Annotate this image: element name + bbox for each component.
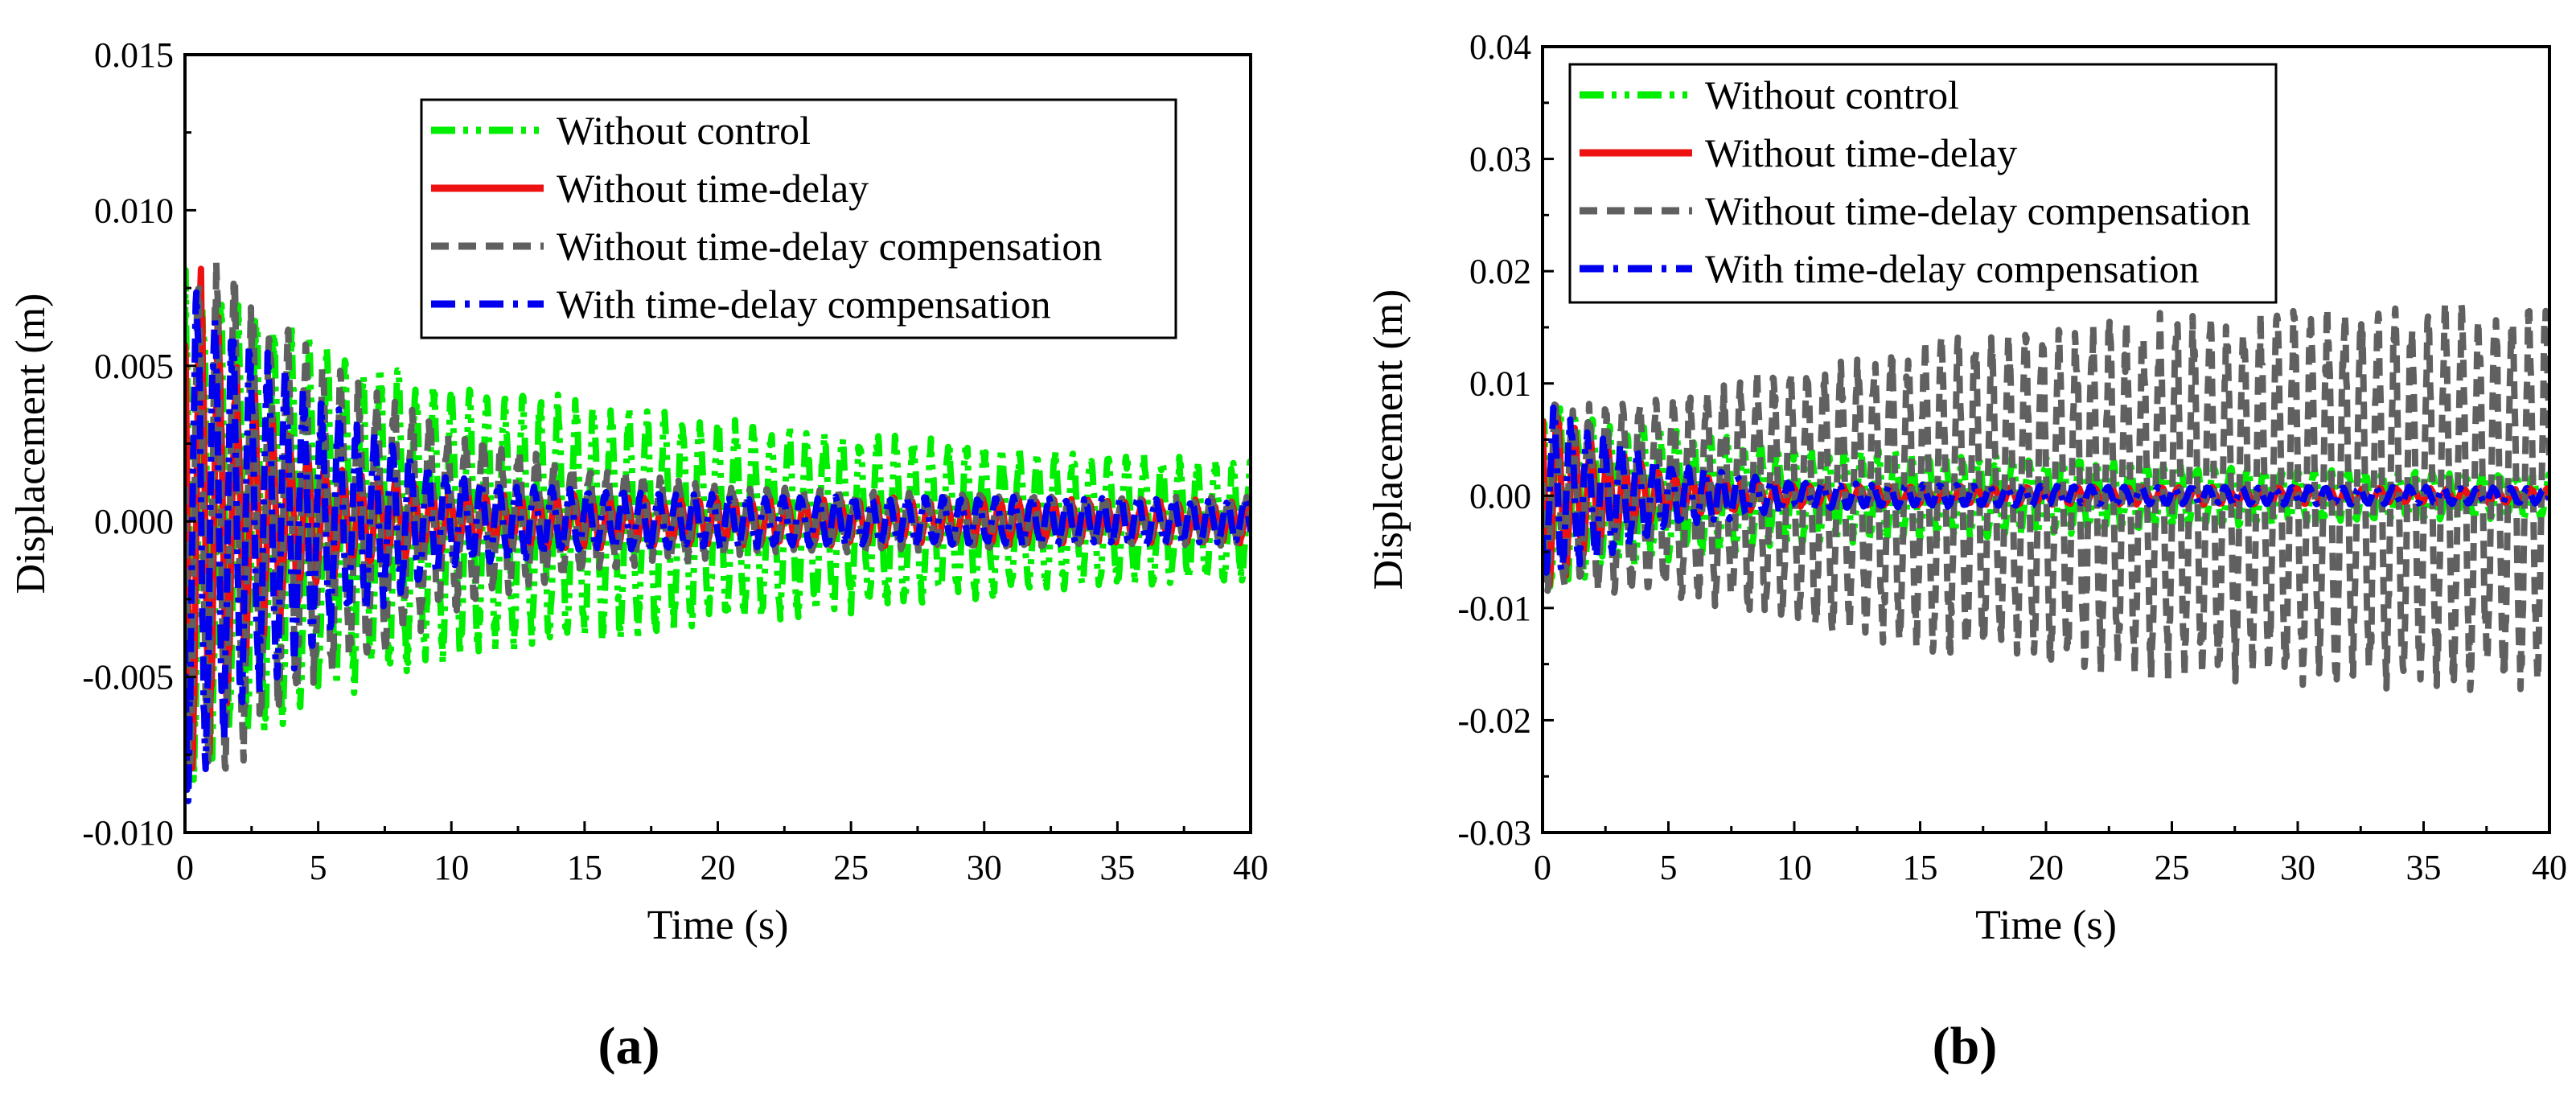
y-tick-label: 0.01 — [1469, 364, 1531, 404]
series-line — [185, 289, 1251, 804]
chart-panel-b: 0 5 10 15 20 25 30 35 40 -0.03 -0.02 -0.01 0.00 0.01 0… — [1366, 27, 2567, 948]
x-tick-label: 15 — [567, 848, 602, 887]
legend-label: With time-delay compensation — [1705, 246, 2199, 291]
y-tick-label: 0.015 — [94, 35, 174, 75]
legend-label: Without time-delay compensation — [1705, 188, 2250, 233]
legend: Without control Without time-delay Without… — [420, 98, 1177, 339]
y-tick-label: 0.010 — [94, 191, 174, 230]
y-tick-label: 0.005 — [94, 347, 174, 386]
legend-box — [1568, 63, 2278, 304]
legend-label: Without time-delay — [1705, 130, 2017, 175]
x-tick-label: 0 — [176, 848, 194, 887]
y-tick-label: 0.02 — [1469, 252, 1531, 291]
x-tick-label: 40 — [2532, 848, 2567, 887]
y-tick-label: -0.01 — [1457, 589, 1531, 628]
x-tick-label: 35 — [2406, 848, 2442, 887]
chart-panel-a: 0 5 10 15 20 25 30 35 40 -0.010 -0.005 0.000 0.005 0.… — [8, 35, 1268, 948]
x-tick-label: 25 — [2155, 848, 2190, 887]
legend-label: Without time-delay — [557, 166, 869, 211]
y-tick-label: 0.04 — [1469, 27, 1531, 67]
x-tick-label: 10 — [433, 848, 469, 887]
series-line — [185, 267, 1251, 783]
plot-area — [1543, 300, 2549, 693]
legend: Without control Without time-delay Without… — [1568, 63, 2278, 304]
x-tick-label: 35 — [1099, 848, 1135, 887]
legend-label: Without control — [557, 108, 811, 153]
y-tick-label: -0.02 — [1457, 701, 1531, 740]
x-tick-label: 5 — [310, 848, 327, 887]
x-tick-label: 40 — [1233, 848, 1268, 887]
y-tick-label: -0.005 — [82, 658, 174, 697]
x-tick-label: 0 — [1534, 848, 1551, 887]
series-line — [1543, 404, 2549, 576]
x-tick-label: 25 — [833, 848, 869, 887]
y-axis-label: Displacement (m) — [1366, 290, 1411, 590]
x-tick-label: 30 — [2280, 848, 2315, 887]
legend-box — [420, 98, 1177, 339]
legend-label: Without time-delay compensation — [557, 224, 1102, 269]
x-axis-label: Time (s) — [647, 902, 789, 948]
y-tick-label: 0.03 — [1469, 140, 1531, 179]
x-tick-label: 10 — [1777, 848, 1812, 887]
x-axis-label: Time (s) — [1975, 902, 2117, 948]
x-tick-label: 30 — [967, 848, 1002, 887]
plot-area — [185, 259, 1251, 804]
x-tick-label: 5 — [1660, 848, 1678, 887]
y-tick-label: -0.010 — [82, 813, 174, 853]
legend-label: With time-delay compensation — [557, 282, 1050, 327]
panel-a-caption: (a) — [598, 1017, 660, 1075]
x-tick-label: 20 — [700, 848, 736, 887]
x-tick-label: 15 — [1903, 848, 1938, 887]
legend-label: Without control — [1705, 72, 1959, 117]
series-line — [185, 259, 1251, 772]
panel-b-caption: (b) — [1933, 1017, 1998, 1075]
y-tick-label: 0.000 — [94, 502, 174, 541]
y-tick-label: -0.03 — [1457, 813, 1531, 853]
x-tick-label: 20 — [2028, 848, 2064, 887]
y-axis-label: Displacement (m) — [8, 294, 54, 594]
y-tick-label: 0.00 — [1469, 476, 1531, 516]
